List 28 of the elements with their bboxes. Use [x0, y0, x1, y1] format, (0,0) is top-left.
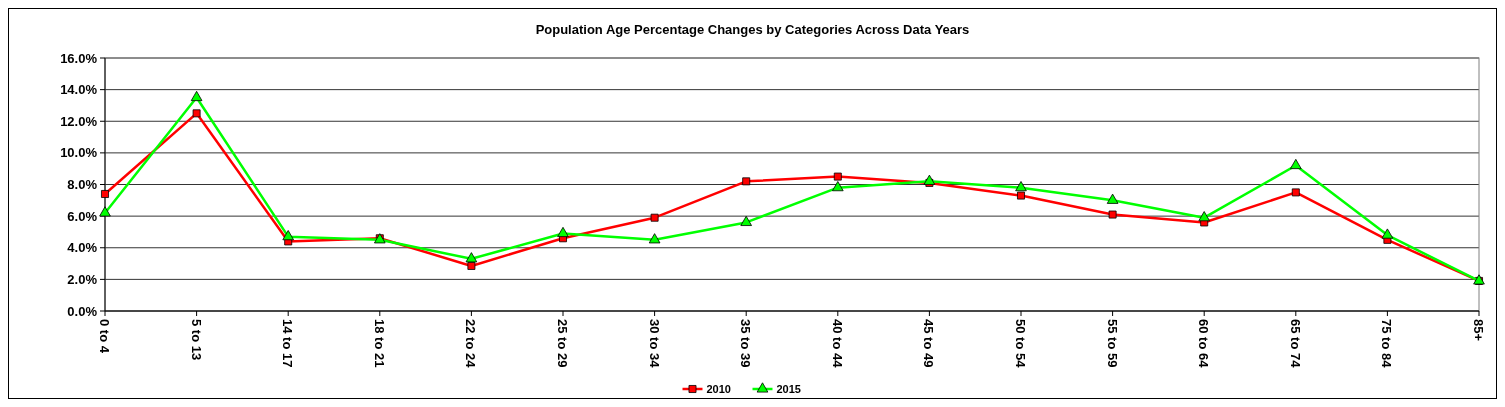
y-tick-label: 12.0%: [60, 113, 98, 129]
x-tick-label: 65 to 74: [1287, 319, 1303, 369]
legend-label: 2015: [776, 382, 801, 395]
y-tick-label: 0.0%: [67, 303, 98, 319]
x-tick-label: 0 to 4: [97, 319, 112, 354]
x-tick-label: 35 to 39: [738, 319, 754, 368]
chart-title: Population Age Percentage Changes by Categories Across Data Years: [535, 22, 970, 37]
x-tick-label: 75 to 84: [1379, 319, 1395, 369]
x-tick-label: 25 to 29: [555, 319, 570, 368]
x-tick-label: 18 to 21: [371, 319, 387, 368]
y-tick-label: 4.0%: [67, 240, 98, 256]
x-tick-label: 5 to 13: [188, 319, 204, 361]
y-tick-label: 10.0%: [60, 145, 98, 161]
x-tick-label: 85+: [1471, 319, 1486, 342]
x-tick-label: 45 to 49: [921, 319, 937, 368]
legend-label: 2010: [706, 382, 731, 395]
x-tick-label: 22 to 24: [463, 319, 479, 369]
y-tick-label: 8.0%: [67, 177, 98, 193]
x-tick-label: 60 to 64: [1196, 319, 1212, 369]
y-tick-label: 16.0%: [60, 50, 98, 66]
x-tick-label: 30 to 34: [646, 319, 662, 369]
y-tick-label: 14.0%: [60, 82, 98, 98]
x-tick-label: 14 to 17: [280, 319, 296, 368]
x-tick-label: 40 to 44: [829, 319, 845, 369]
x-tick-label: 55 to 59: [1104, 319, 1120, 368]
y-tick-label: 2.0%: [67, 271, 98, 287]
x-tick-label: 50 to 54: [1013, 319, 1028, 369]
y-tick-label: 6.0%: [67, 208, 98, 224]
